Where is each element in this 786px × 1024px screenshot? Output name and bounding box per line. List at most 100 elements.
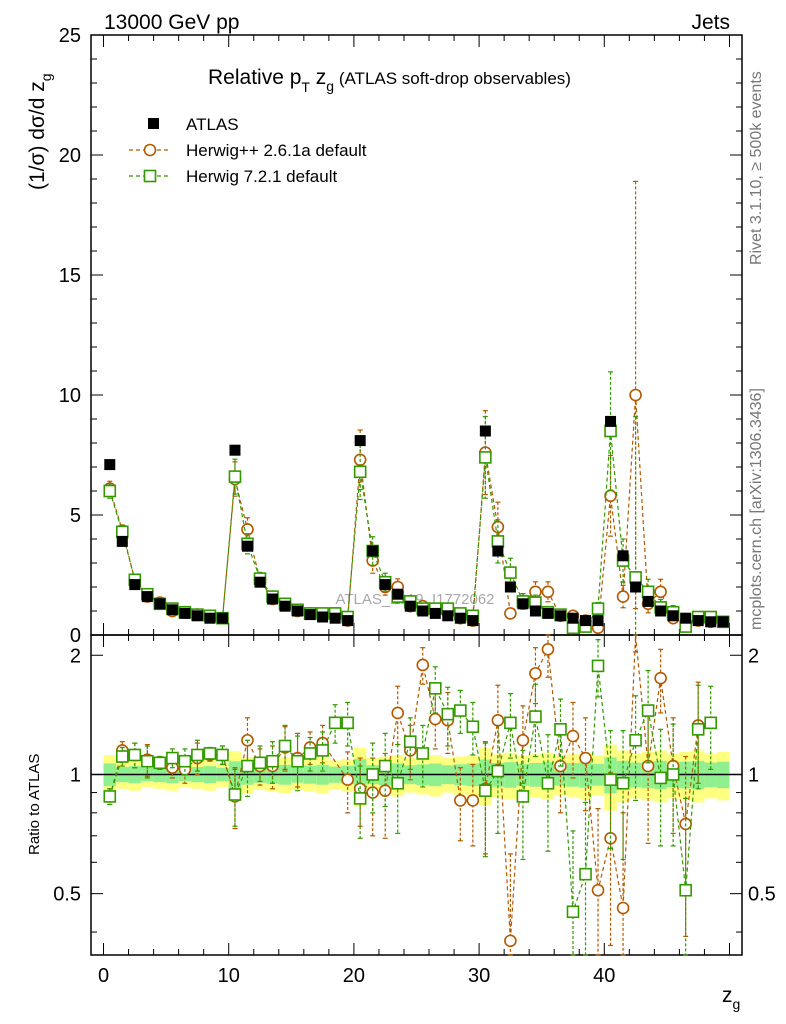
title-paren: (ATLAS soft-drop observables) bbox=[334, 69, 571, 88]
y-tick-label: 15 bbox=[59, 265, 81, 287]
ratio-herwigpp-point bbox=[491, 714, 505, 727]
ratio-herwigpp-point bbox=[591, 883, 605, 897]
ratio-herwig7-point bbox=[704, 716, 718, 730]
ratio-herwig7-point bbox=[579, 867, 592, 881]
atlas-point bbox=[529, 605, 541, 617]
atlas-point bbox=[429, 607, 441, 619]
ylabel-main: (1/σ) dσ/d z bbox=[26, 81, 49, 190]
legend-label-herwigpp: Herwig++ 2.6.1a default bbox=[186, 141, 367, 160]
ratio-herwig7-point bbox=[566, 905, 580, 919]
atlas-point bbox=[104, 459, 116, 471]
atlas-point bbox=[241, 540, 253, 552]
atlas-point bbox=[567, 612, 579, 624]
ratio-herwig7-point bbox=[291, 754, 304, 768]
legend-marker-herwig7 bbox=[143, 169, 157, 183]
x-tick-label: 30 bbox=[468, 965, 490, 987]
ratio-herwig7-point bbox=[641, 704, 655, 717]
ratio-panel-frame bbox=[90, 634, 743, 956]
atlas-point bbox=[329, 612, 341, 624]
atlas-point bbox=[680, 612, 692, 624]
atlas-point bbox=[379, 579, 391, 591]
atlas-point bbox=[554, 610, 566, 622]
ratio-herwig7-point bbox=[679, 883, 692, 897]
legend-marker-herwigpp bbox=[143, 143, 157, 157]
ratio-herwig7-point bbox=[178, 754, 192, 768]
ratio-herwigpp-point bbox=[529, 667, 542, 680]
y-tick-label: 25 bbox=[59, 25, 81, 47]
herwig7-point bbox=[115, 525, 129, 539]
ratio-herwig7-point bbox=[203, 747, 217, 760]
atlas-point bbox=[542, 607, 554, 619]
ratio-herwig7-point bbox=[466, 720, 480, 734]
herwig7-point bbox=[591, 602, 605, 615]
atlas-point bbox=[467, 615, 479, 627]
atlas-point bbox=[630, 581, 642, 593]
herwig7-point bbox=[566, 621, 580, 635]
atlas-point bbox=[667, 610, 679, 622]
ratio-herwig7-point bbox=[341, 716, 354, 730]
atlas-point bbox=[392, 588, 404, 600]
ratio-herwig7-point bbox=[666, 768, 680, 781]
atlas-point bbox=[317, 611, 329, 623]
ratio-herwig7-point bbox=[366, 768, 379, 781]
herwig7-point bbox=[641, 585, 655, 599]
header-right: Jets bbox=[691, 11, 730, 34]
herwigpp-point bbox=[629, 388, 642, 402]
ratio-herwig7-point bbox=[428, 682, 442, 695]
atlas-point bbox=[154, 598, 166, 610]
herwig7-point bbox=[353, 465, 367, 479]
ratio-herwigpp-point bbox=[516, 733, 530, 747]
xlabel-sub: g bbox=[733, 996, 741, 1012]
atlas-point bbox=[642, 595, 654, 607]
ratio-herwig7-point bbox=[128, 748, 142, 762]
atlas-point bbox=[417, 605, 429, 617]
herwig7-point bbox=[103, 484, 117, 498]
title-main: Relative p bbox=[208, 66, 301, 89]
atlas-point bbox=[216, 612, 228, 624]
x-axis-label: zg bbox=[722, 984, 740, 1012]
ratio-y-tick-label-right: 1 bbox=[748, 764, 759, 786]
header-left: 13000 GeV pp bbox=[104, 11, 239, 34]
ratio-herwig7-point bbox=[216, 748, 229, 762]
ratio-herwig7-point bbox=[391, 776, 405, 790]
rivet-version-label: Rivet 3.1.10, ≥ 500k events bbox=[748, 71, 765, 265]
ratio-y-tick-label: 0.5 bbox=[53, 884, 81, 906]
atlas-point bbox=[367, 545, 379, 557]
ratio-herwig7-point bbox=[153, 756, 167, 770]
herwigpp-point bbox=[504, 607, 517, 620]
atlas-point bbox=[454, 612, 466, 624]
atlas-point bbox=[254, 576, 266, 588]
ratio-y-tick-label-right: 2 bbox=[748, 645, 759, 667]
atlas-point bbox=[442, 610, 454, 622]
title-sub: T bbox=[301, 79, 310, 95]
ylabel-sub: g bbox=[38, 73, 54, 81]
atlas-point bbox=[692, 615, 704, 627]
legend-label-atlas: ATLAS bbox=[186, 115, 239, 134]
series-atlas bbox=[104, 415, 729, 628]
ratio-herwig7-point bbox=[141, 754, 154, 768]
ratio-herwig7-point bbox=[115, 750, 129, 763]
atlas-point bbox=[717, 616, 729, 628]
ratio-herwig7-point bbox=[654, 771, 667, 785]
ratio-herwig7-point bbox=[529, 710, 542, 723]
atlas-point bbox=[617, 550, 629, 562]
ratio-y-tick-label: 2 bbox=[70, 645, 81, 667]
ratio-herwigpp-point bbox=[616, 901, 630, 915]
herwig7-point bbox=[479, 451, 492, 464]
x-tick-label: 20 bbox=[343, 965, 365, 987]
ratio-herwig7-point bbox=[454, 704, 467, 717]
series-herwig7 bbox=[103, 371, 730, 636]
atlas-point bbox=[204, 612, 216, 624]
ratio-herwig7-point bbox=[266, 754, 279, 768]
atlas-point bbox=[304, 609, 316, 621]
atlas-point bbox=[404, 600, 416, 612]
atlas-point bbox=[279, 600, 291, 612]
atlas-point bbox=[191, 610, 203, 622]
atlas-point bbox=[292, 605, 304, 617]
atlas-point bbox=[592, 615, 604, 627]
axis-tick-labels: 0 10 20 30 40 0 5 10 15 20 25 0.5 0.5 1 1 2 2 bbox=[53, 25, 776, 987]
chart-title: Relative pT zg (ATLAS soft-drop observab… bbox=[208, 66, 571, 95]
ratio-series-herwig7 bbox=[103, 639, 718, 956]
ratio-herwig7-point bbox=[629, 733, 642, 747]
ratio-herwigpp-point bbox=[504, 934, 517, 948]
